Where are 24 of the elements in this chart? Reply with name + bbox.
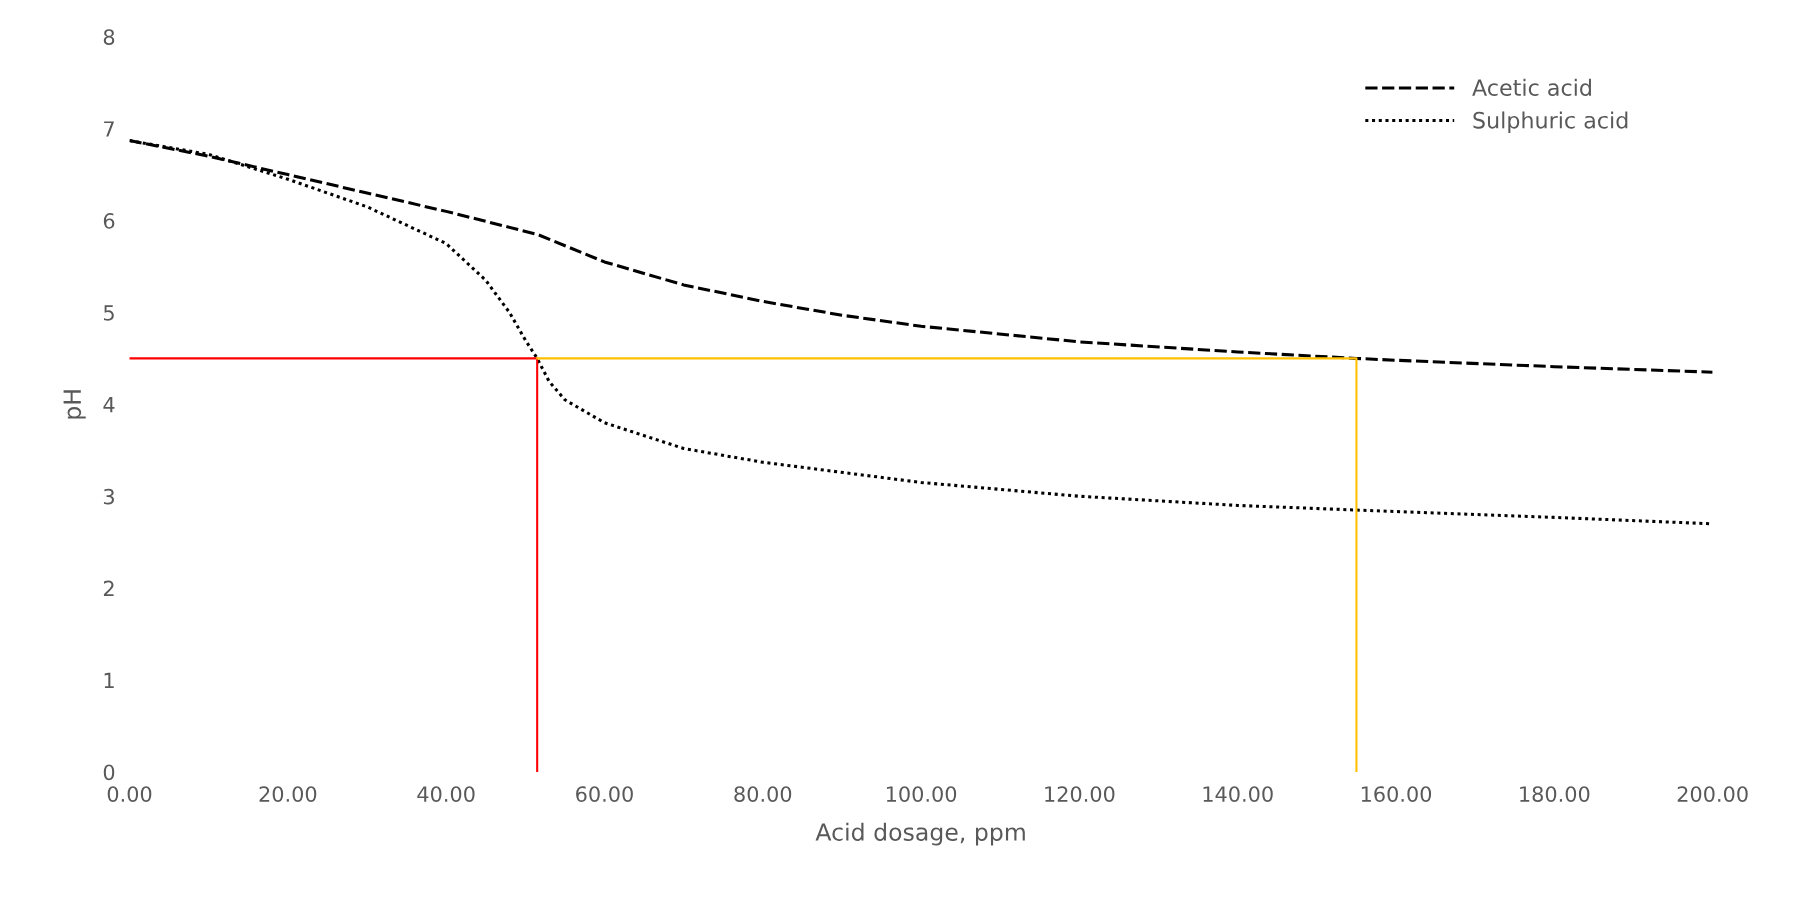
y-tick-label: 5 [103,305,114,321]
y-tick-label: 2 [103,580,114,597]
x-tick-label: 100.00 [886,786,957,802]
x-tick-label: 60.00 [576,786,633,802]
x-tick-label: 120.00 [1045,786,1115,802]
x-tick-label: 0.00 [107,786,152,802]
x-tick-label: 140.00 [1203,786,1273,802]
legend-label: Acetic acid [1472,78,1591,97]
y-tick-label: 8 [103,29,115,45]
legend-label: Sulphuric acid [1473,111,1628,133]
x-tick-label: 160.00 [1361,786,1432,802]
x-tick-label: 180.00 [1520,786,1590,802]
y-tick-label: 3 [103,488,114,505]
y-tick-label: 7 [104,121,114,137]
y-tick-label: 1 [104,672,114,688]
x-axis-title: Acid dosage, ppm [815,822,1025,846]
y-axis-title: pH [63,390,86,419]
x-tick-label: 80.00 [734,786,792,802]
y-tick-label: 4 [103,397,115,413]
x-tick-label: 40.00 [417,786,475,802]
x-tick-label: 20.00 [259,786,317,802]
x-tick-label: 200.00 [1677,786,1748,802]
y-tick-label: 6 [103,213,115,229]
y-tick-label: 0 [103,764,115,781]
